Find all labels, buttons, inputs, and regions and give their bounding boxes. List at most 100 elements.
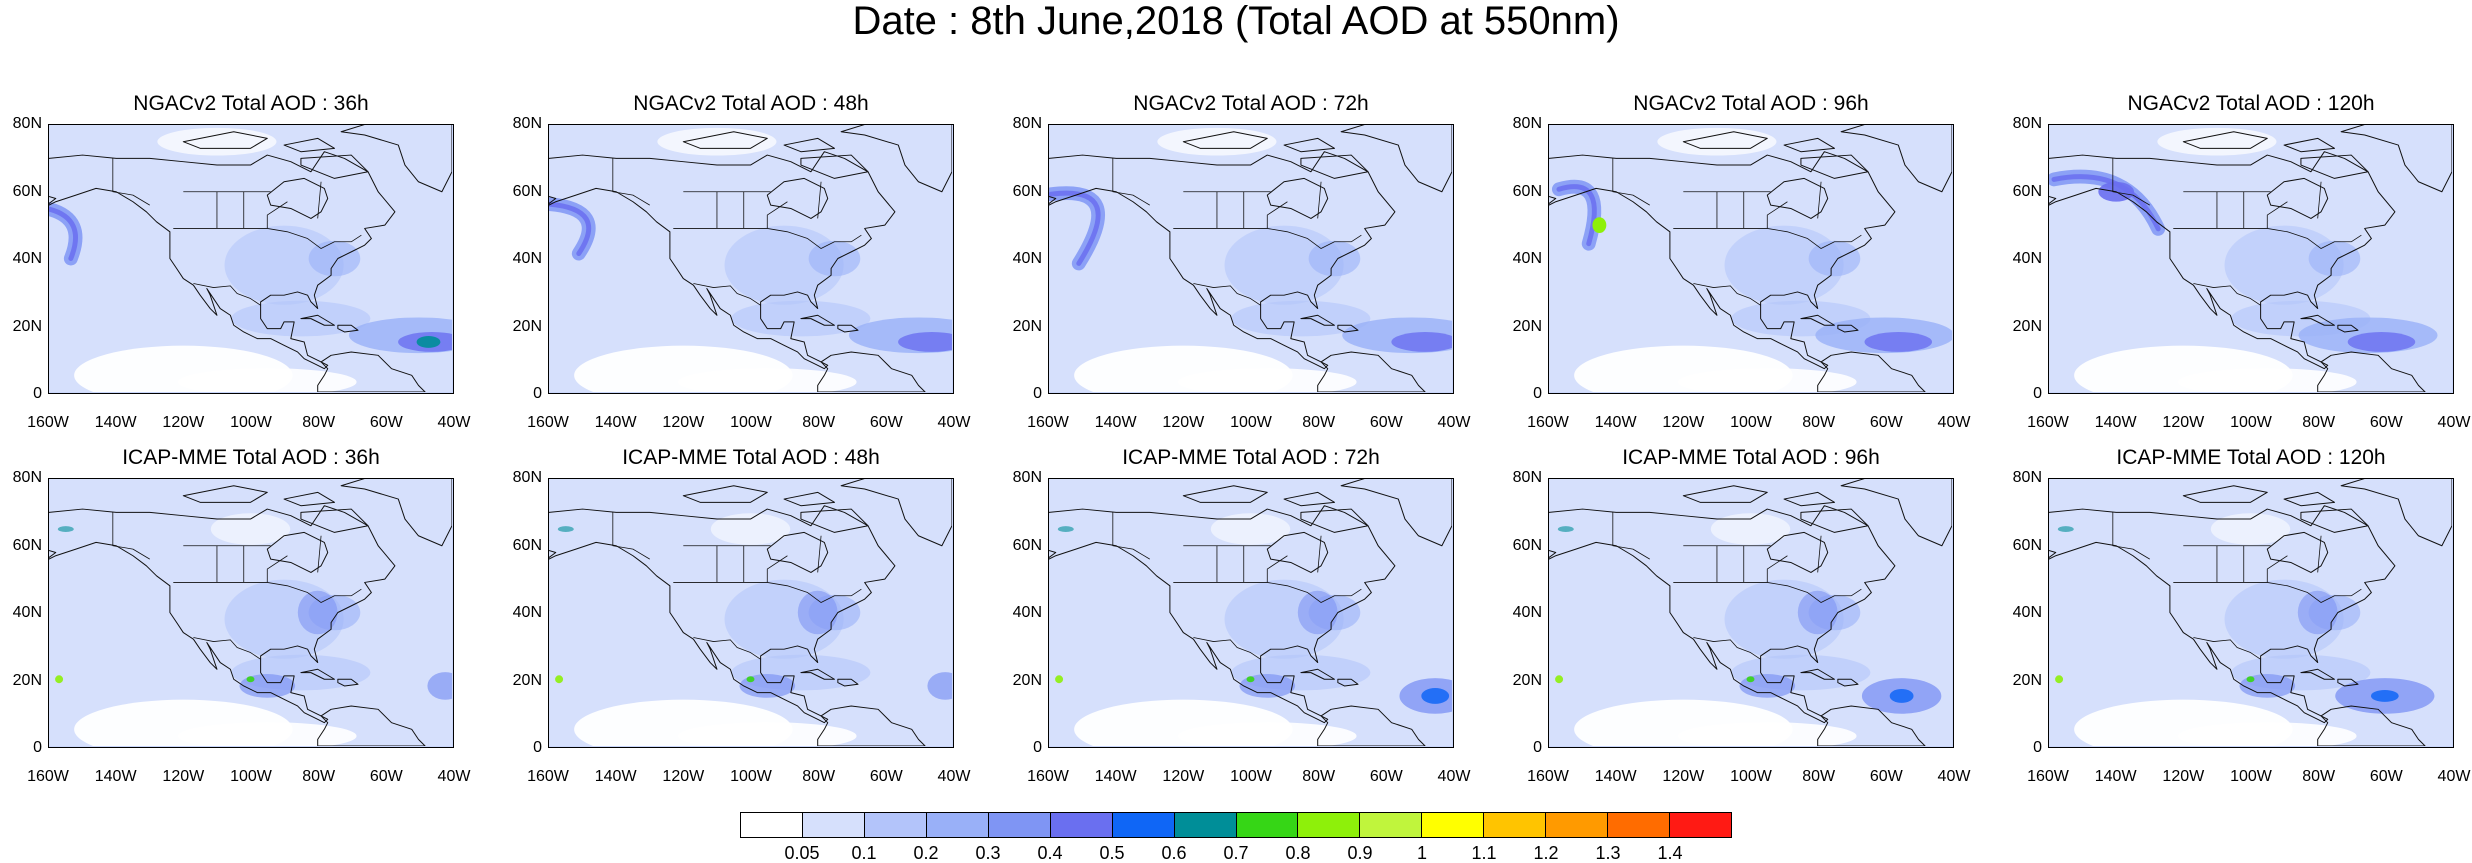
coastline (340, 479, 452, 547)
aod-map-panel (48, 124, 454, 394)
coastline (2300, 154, 2369, 179)
coastline (1337, 678, 1359, 687)
political-border (1193, 283, 1261, 306)
political-border (1173, 228, 1362, 249)
low-aod-area (1657, 127, 1777, 156)
political-border (1173, 582, 1362, 603)
colorbar-swatch (926, 813, 989, 837)
lon-tick-label: 160W (1527, 768, 1569, 785)
low-aod-area (2210, 513, 2291, 545)
aod-map (1549, 479, 1952, 746)
coastline (2182, 485, 2268, 503)
coastline (182, 131, 268, 149)
lon-tick-label: 120W (162, 414, 205, 431)
lat-tick-label: 40N (12, 604, 42, 621)
lon-tick-label: 140W (1094, 414, 1137, 431)
coastline (2337, 678, 2359, 687)
lat-tick-label: 40N (12, 250, 42, 267)
political-border (2112, 512, 2150, 560)
colorbar-tick-label: 0.1 (851, 843, 877, 863)
coastline (800, 508, 869, 533)
lat-tick-label: 20N (512, 317, 542, 335)
lat-tick-label: 60N (12, 182, 42, 200)
coastline (800, 668, 835, 680)
political-border (1766, 201, 1788, 229)
aod-map (49, 479, 452, 746)
coastline (549, 505, 896, 724)
low-aod-area (1177, 722, 1357, 746)
aod-map (1049, 479, 1452, 746)
colorbar-swatch (1360, 813, 1423, 837)
lat-tick-label: 0 (1533, 385, 1542, 402)
hotspot (557, 526, 574, 533)
lon-tick-label: 120W (1662, 768, 1705, 785)
colorbar-swatch (1422, 813, 1485, 837)
coastline (300, 154, 369, 179)
lon-tick-label: 160W (2027, 414, 2069, 431)
lat-tick-label: 40N (512, 250, 542, 267)
coastline (1800, 508, 1869, 533)
hotspot (1555, 675, 1564, 684)
aod-map (1049, 125, 1452, 392)
lon-tick-label: 160W (1527, 414, 1569, 431)
political-border (173, 582, 362, 603)
coastline (2317, 705, 2426, 746)
coastline (2337, 324, 2359, 333)
lon-tick-label: 160W (2027, 768, 2069, 785)
lat-tick-label: 80N (2012, 115, 2042, 132)
coastline (549, 151, 896, 370)
colorbar-swatch (1298, 813, 1361, 837)
aod-field (2055, 513, 2435, 746)
coastlines (49, 479, 452, 746)
lat-tick-label: 20N (512, 671, 542, 689)
colorbar-tick-label: 1.4 (1657, 843, 1683, 863)
lat-tick-label: 0 (533, 739, 542, 756)
low-aod-area (677, 368, 857, 392)
dust-plume-core (1889, 689, 1914, 703)
coastline (817, 705, 926, 746)
political-border (2266, 201, 2288, 229)
figure-title: Date : 8th June,2018 (Total AOD at 550nm… (852, 0, 1620, 43)
coastline (2340, 125, 2452, 193)
smoke-arc-core (1556, 184, 1597, 247)
panel-title: ICAP-MME Total AOD : 36h (122, 446, 380, 469)
coastline (2300, 668, 2335, 680)
lon-tick-label: 80W (302, 768, 336, 785)
low-aod-area (657, 127, 777, 156)
coastline (682, 485, 768, 503)
coastline (1817, 351, 1926, 392)
political-border (673, 228, 862, 249)
lat-tick-label: 20N (2012, 671, 2042, 689)
coastline (817, 351, 926, 392)
low-aod-area (210, 513, 291, 545)
political-border (317, 181, 322, 219)
low-aod-area (177, 368, 357, 392)
lon-tick-label: 100W (730, 414, 772, 431)
political-border (1693, 637, 1761, 660)
hotspot (1057, 526, 1074, 533)
hotspot (57, 526, 74, 533)
lon-tick-label: 60W (369, 768, 403, 785)
lon-tick-label: 60W (869, 414, 903, 431)
coastline (800, 154, 869, 179)
coastline (1549, 151, 1896, 370)
political-border (693, 283, 761, 306)
lon-tick-label: 140W (94, 414, 137, 431)
lat-tick-label: 20N (12, 317, 42, 335)
hotspot (1246, 676, 1255, 683)
lat-tick-label: 0 (1033, 385, 1042, 402)
political-border (2173, 582, 2362, 603)
panel-title: ICAP-MME Total AOD : 120h (2116, 446, 2386, 469)
lon-tick-label: 120W (662, 414, 705, 431)
lat-tick-label: 20N (1512, 317, 1542, 335)
lat-tick-label: 80N (12, 115, 42, 132)
political-border (2193, 283, 2261, 306)
lat-tick-label: 40N (1512, 250, 1542, 267)
aod-map-panel (1548, 124, 1954, 394)
coastline (1300, 314, 1335, 326)
dust-plume (427, 672, 452, 700)
colorbar-tick-label: 1.2 (1533, 843, 1559, 863)
political-border (1266, 201, 1288, 229)
lon-tick-label: 160W (527, 414, 569, 431)
aod-map-panel (1548, 478, 1954, 748)
